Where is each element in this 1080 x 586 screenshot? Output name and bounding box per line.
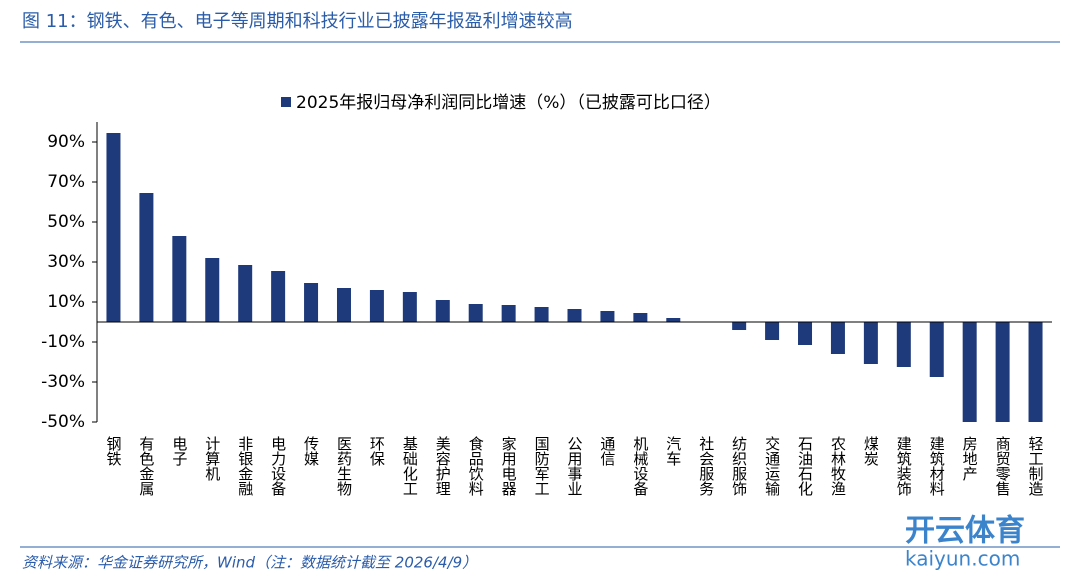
bar	[962, 322, 977, 422]
x-tick-label: 公用事业	[566, 436, 584, 496]
x-tick-label: 电力设备	[269, 436, 287, 496]
bar	[304, 283, 319, 322]
bar	[995, 322, 1010, 422]
x-tick-label: 计算机	[203, 436, 221, 482]
bar	[172, 236, 187, 322]
x-tick-label: 汽车	[664, 436, 682, 466]
bar	[666, 318, 681, 322]
x-tick-label: 纺织服饰	[730, 436, 748, 496]
legend-swatch	[281, 97, 291, 107]
bar	[929, 322, 944, 377]
x-tick-label: 建筑材料	[928, 436, 946, 496]
bar	[567, 309, 582, 322]
source-note: 资料来源：华金证券研究所，Wind（注：数据统计截至 2026/4/9）	[22, 554, 477, 572]
bar	[798, 322, 813, 345]
y-tick-label: -50%	[41, 412, 85, 432]
y-tick-label: 10%	[47, 292, 85, 312]
bar	[600, 311, 615, 322]
x-tick-label: 医药生物	[335, 436, 353, 497]
bar	[468, 304, 483, 322]
x-tick-label: 商贸零售	[994, 436, 1012, 496]
bar	[863, 322, 878, 364]
bar	[534, 307, 549, 322]
x-tick-label: 基础化工	[401, 436, 419, 496]
watermark: 开云体育	[905, 514, 1025, 549]
x-tick-label: 家用电器	[500, 436, 518, 496]
y-tick-label: -30%	[41, 372, 85, 392]
x-tick-label: 电子	[170, 436, 188, 466]
x-tick-label: 机械设备	[631, 436, 649, 496]
x-tick-label: 传媒	[302, 436, 320, 466]
bar	[369, 290, 384, 322]
bar	[336, 288, 351, 322]
y-tick-label: 50%	[47, 212, 85, 232]
y-tick-label: 30%	[47, 252, 85, 272]
bar	[765, 322, 780, 340]
x-tick-label: 环保	[368, 436, 386, 466]
bar	[732, 322, 747, 330]
bar	[435, 300, 450, 322]
x-tick-label: 美容护理	[434, 436, 452, 496]
x-tick-label: 煤炭	[862, 436, 880, 466]
bar	[106, 133, 121, 322]
bar	[271, 271, 286, 322]
bar	[1028, 322, 1043, 422]
x-tick-label: 国防军工	[533, 436, 551, 496]
x-tick-label: 建筑装饰	[895, 436, 913, 496]
x-tick-label: 通信	[598, 436, 616, 466]
bar	[501, 305, 516, 322]
legend-label: 2025年报归母净利润同比增速（%）（已披露可比口径）	[296, 93, 721, 113]
bar	[896, 322, 911, 367]
bar	[139, 193, 154, 322]
x-tick-label: 有色金属	[137, 436, 155, 496]
y-tick-label: 70%	[47, 172, 85, 192]
x-tick-label: 非银金融	[236, 436, 254, 496]
x-tick-label: 房地产	[961, 436, 979, 481]
watermark: kaiyun.com	[905, 547, 1020, 571]
bar	[633, 313, 648, 322]
bar	[238, 265, 253, 322]
x-tick-label: 农林牧渔	[829, 436, 847, 496]
y-tick-label: -10%	[41, 332, 85, 352]
bar	[402, 292, 417, 322]
x-tick-label: 石油石化	[796, 436, 814, 496]
x-tick-label: 轻工制造	[1027, 436, 1045, 497]
x-tick-label: 社会服务	[697, 436, 715, 497]
chart-title: 图 11：钢铁、有色、电子等周期和科技行业已披露年报盈利增速较高	[22, 11, 573, 32]
x-tick-label: 交通运输	[763, 435, 781, 496]
x-tick-label: 钢铁	[104, 436, 122, 466]
x-tick-label: 食品饮料	[467, 436, 485, 496]
bar	[830, 322, 845, 354]
y-tick-label: 90%	[47, 132, 85, 152]
bar	[205, 258, 220, 322]
